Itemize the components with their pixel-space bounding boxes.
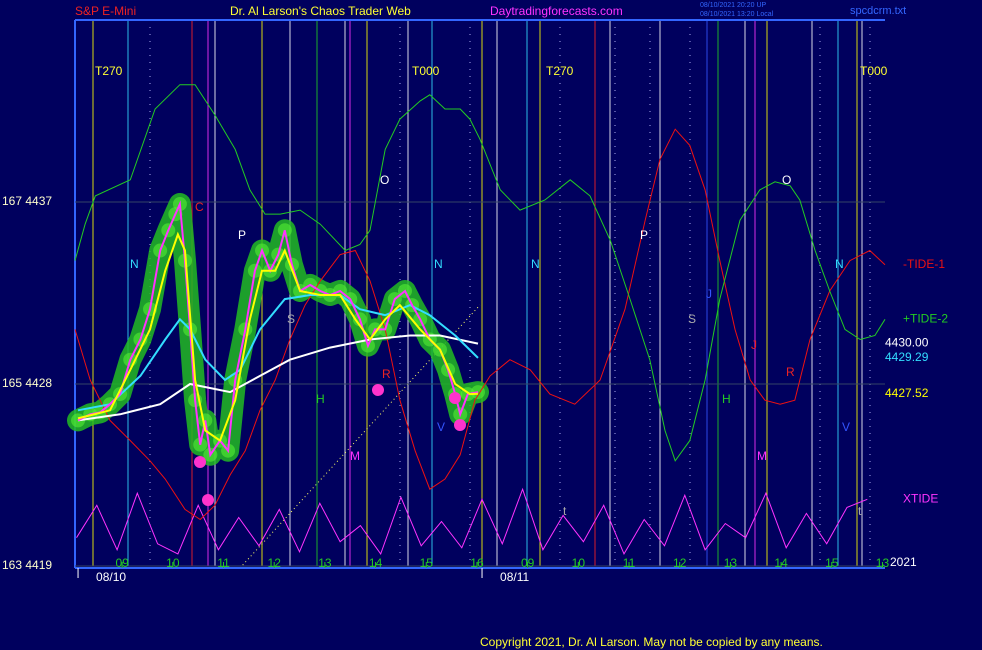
annotation: t [858, 504, 862, 518]
annotation: C [195, 200, 204, 214]
date-label: 08/10 [96, 570, 126, 584]
annotation: M [757, 449, 767, 463]
time-stamp: 08/10/2021 13:20 Local [700, 11, 774, 18]
series-line [74, 84, 886, 462]
annotation: T270 [546, 64, 574, 78]
annotation: O [380, 173, 389, 187]
series-label: XTIDE [903, 491, 938, 505]
annotation: V [842, 420, 850, 434]
annotation: R [382, 367, 391, 381]
annotation: R [786, 365, 795, 379]
annotation: M [350, 449, 360, 463]
x-tick-label: 10 [572, 556, 586, 570]
y-tick-label: 165 4428 [2, 376, 52, 390]
series-line [77, 334, 479, 422]
x-tick-label: 15 [420, 556, 434, 570]
annotation: V [437, 420, 445, 434]
x-tick-label: 09 [115, 556, 129, 570]
x-tick-label: 16 [470, 556, 484, 570]
annotation: P [640, 228, 648, 242]
series-label: -TIDE-1 [903, 257, 945, 271]
annotation: N [130, 257, 139, 271]
annotation: S [287, 312, 295, 326]
x-tick-label: 12 [268, 556, 282, 570]
event-dot [454, 419, 466, 431]
annotation: P [238, 228, 246, 242]
file-name: spcdcrm.txt [850, 5, 906, 17]
x-tick-label: 11 [217, 556, 230, 570]
end-value-label: 4429.29 [885, 350, 929, 364]
annotation: N [835, 257, 844, 271]
annotation: J [706, 287, 712, 301]
annotation: N [531, 257, 540, 271]
x-tick-label: 13 [318, 556, 332, 570]
event-dot [372, 384, 384, 396]
time-stamp: 08/10/2021 20:20 UP [700, 2, 766, 9]
y-tick-label: 167 4437 [2, 194, 52, 208]
date-label: 08/11 [500, 570, 529, 584]
x-tick-label: 15 [825, 556, 839, 570]
x-tick-label: 10 [166, 556, 180, 570]
annotation: O [782, 173, 791, 187]
x-tick-label: 13 [724, 556, 738, 570]
x-tick-label: 13 [876, 556, 890, 570]
series-line [77, 294, 479, 412]
series-line [74, 128, 886, 521]
annotation: N [434, 257, 443, 271]
annotation: t [563, 504, 567, 518]
annotation: H [722, 392, 731, 406]
x-tick-label: 14 [774, 556, 788, 570]
series-line [77, 231, 479, 443]
annotation: T000 [860, 64, 888, 78]
annotation: J [751, 338, 757, 352]
x-tick-label: 11 [623, 556, 636, 570]
annotation: T270 [95, 64, 123, 78]
copyright: Copyright 2021, Dr. Al Larson. May not b… [480, 635, 823, 649]
annotation: S [688, 312, 696, 326]
x-tick-label: 14 [369, 556, 383, 570]
x-tick-label: 09 [521, 556, 535, 570]
y-tick-label: 163 4419 [2, 558, 52, 572]
series-line [76, 487, 868, 556]
series-label: +TIDE-2 [903, 311, 948, 325]
annotation: H [316, 392, 325, 406]
event-dot [202, 494, 214, 506]
end-value-label: 4427.52 [885, 386, 929, 400]
end-value-label: 4430.00 [885, 336, 929, 350]
chart-subtitle: Dr. Al Larson's Chaos Trader Web [230, 4, 411, 18]
chart-title: S&P E-Mini [75, 4, 136, 18]
year-label: 2021 [890, 555, 917, 569]
x-tick-label: 12 [673, 556, 687, 570]
event-dot [449, 392, 461, 404]
site-name: Daytradingforecasts.com [490, 4, 623, 18]
annotation: T000 [412, 64, 440, 78]
event-dot [194, 456, 206, 468]
